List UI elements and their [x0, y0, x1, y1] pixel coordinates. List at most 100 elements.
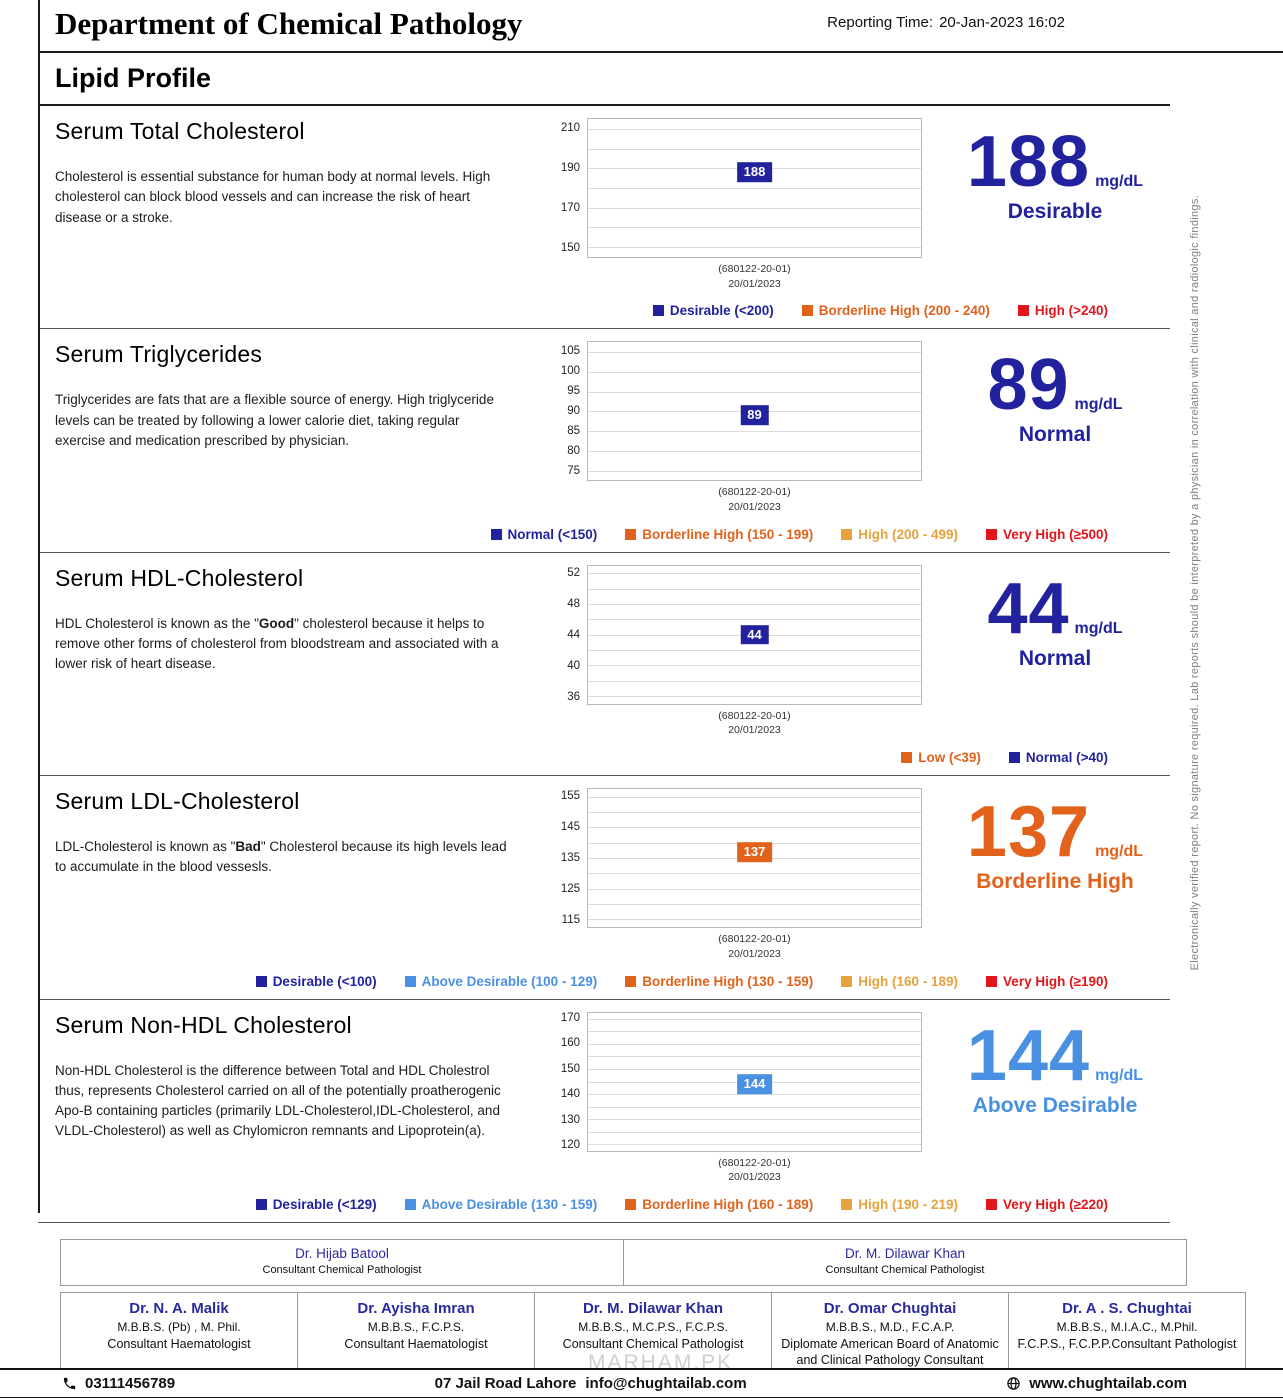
x-axis-label: (680122-20-01) 20/01/2023	[587, 1156, 922, 1185]
test-section: Serum HDL-Cholesterol HDL Cholesterol is…	[38, 553, 1170, 777]
legend: Normal (<150) Borderline High (150 - 199)…	[55, 527, 1170, 542]
sample-id: (680122-20-01)	[718, 486, 791, 499]
sample-date: 20/01/2023	[728, 501, 781, 514]
test-info: Serum HDL-Cholesterol HDL Cholesterol is…	[55, 565, 545, 738]
test-section: Serum Non-HDL Cholesterol Non-HDL Choles…	[38, 1000, 1170, 1223]
chart-plot: 137	[587, 788, 922, 929]
signatory-title: Consultant Chemical Pathologist	[562, 1336, 744, 1351]
gridline	[588, 1144, 921, 1146]
reporting-time-value: 20-Jan-2023 16:02	[939, 14, 1065, 31]
y-axis-tick-label: 120	[560, 1139, 580, 1152]
signatory-title: F.C.P.S., F.C.P.P.Consultant Pathologist	[1017, 1336, 1237, 1351]
test-info: Serum Non-HDL Cholesterol Non-HDL Choles…	[55, 1012, 545, 1185]
chart-plot: 188	[587, 118, 922, 258]
legend-swatch	[1008, 752, 1020, 764]
gridline	[588, 1094, 921, 1096]
test-description: LDL-Cholesterol is known as "Bad" Choles…	[55, 839, 507, 875]
signatory-name: Dr. A . S. Chughtai	[1062, 1299, 1192, 1317]
legend-label: Borderline High (200 - 240)	[818, 303, 990, 319]
y-axis-tick-label: 145	[560, 821, 580, 833]
legend-item: Normal (>40)	[1008, 750, 1108, 765]
legend-item: Very High (≥220)	[986, 1197, 1108, 1212]
legend-label: High (200 - 499)	[858, 526, 959, 542]
legend-swatch	[1017, 305, 1029, 317]
signatory: Dr. M. Dilawar Khan Consultant Chemical P…	[623, 1239, 1186, 1285]
test-result: 44 mg/dL Normal	[940, 565, 1170, 738]
legend-item: Desirable (<100)	[255, 974, 377, 989]
sample-id: (680122-20-01)	[718, 263, 791, 275]
legend-swatch	[255, 975, 267, 987]
chart-value-marker: 144	[736, 1074, 773, 1094]
gridline	[588, 696, 921, 698]
legend-label: Very High (≥220)	[1003, 1196, 1108, 1212]
gridline	[588, 470, 921, 472]
gridline	[588, 604, 921, 606]
result-value: 188	[966, 122, 1091, 202]
gridline	[588, 665, 921, 667]
gridline	[588, 1031, 921, 1033]
signatory-name: Dr. Omar Chughtai	[823, 1299, 957, 1317]
signatory: Dr. N. A. Malik M.B.B.S. (Pb) , M. Phil. C…	[61, 1293, 297, 1394]
y-axis-tick-label: 125	[560, 883, 580, 896]
gridline	[588, 919, 921, 921]
gridline	[588, 247, 921, 249]
reporting-time: Reporting Time: 20-Jan-2023 16:02	[821, 14, 1065, 31]
y-axis-tick-label: 170	[560, 202, 580, 214]
legend-item: Very High (≥190)	[986, 974, 1108, 989]
chart-value-marker: 44	[740, 624, 769, 645]
sample-date: 20/01/2023	[728, 1171, 781, 1184]
test-name: Serum HDL-Cholesterol	[55, 564, 304, 591]
signatory: Dr. M. Dilawar Khan M.B.B.S., M.C.P.S., F…	[534, 1292, 771, 1394]
y-axis-ticks: 52 48 44 40 36	[545, 565, 587, 705]
y-axis-tick-label: 100	[560, 365, 580, 378]
gridline	[588, 904, 921, 906]
legend-swatch	[801, 305, 813, 317]
trend-chart: 52 48 44 40 36 44 (680122-20-01) 20/01/2023	[545, 564, 940, 738]
chart-plot: 44	[587, 564, 922, 705]
legend-label: High (160 - 189)	[858, 973, 959, 989]
legend-label: Desirable (<200)	[669, 303, 774, 319]
tests-container: Serum Total Cholesterol Cholesterol is e…	[38, 106, 1283, 1223]
gridline	[588, 1043, 921, 1045]
gridline	[588, 371, 921, 373]
signatory: Dr. A . S. Chughtai M.B.B.S., M.I.A.C., M…	[1008, 1292, 1245, 1394]
sample-date: 20/01/2023	[728, 724, 781, 737]
x-axis-label: (680122-20-01) 20/01/2023	[587, 709, 922, 738]
legend-label: Borderline High (150 - 199)	[642, 526, 814, 542]
test-result: 89 mg/dL Normal	[940, 341, 1170, 514]
legend-item: Very High (≥500)	[986, 527, 1108, 542]
legend-swatch	[625, 1198, 637, 1210]
gridline	[588, 812, 921, 814]
legend: Desirable (<200) Borderline High (200 - 2…	[55, 303, 1170, 318]
legend-label: Low (<39)	[918, 750, 981, 766]
gridline	[588, 391, 921, 393]
legend-label: Desirable (<129)	[272, 1196, 377, 1212]
legend: Low (<39) Normal (>40)	[55, 750, 1170, 765]
y-axis-tick-label: 160	[560, 1037, 580, 1050]
test-result: 144 mg/dL Above Desirable	[940, 1012, 1170, 1185]
website-contact: www.chughtailab.com	[1006, 1375, 1187, 1392]
report-title: Lipid Profile	[55, 63, 212, 93]
y-axis-tick-label: 130	[560, 1113, 580, 1126]
result-unit: mg/dL	[1095, 173, 1144, 190]
gridline	[588, 431, 921, 433]
trend-chart: 155 145 135 125 115 137 (680122-20-01) 20/01…	[545, 788, 940, 961]
report-title-block: Lipid Profile	[38, 53, 1170, 106]
test-section: Serum Triglycerides Triglycerides are fa…	[38, 329, 1170, 553]
y-axis-tick-label: 190	[560, 162, 580, 174]
x-axis-label: (680122-20-01) 20/01/2023	[587, 262, 922, 291]
gridline	[588, 1056, 921, 1058]
legend-swatch	[625, 975, 637, 987]
legend-swatch	[404, 1198, 416, 1210]
legend-label: High (>240)	[1034, 303, 1108, 319]
gridline	[588, 1119, 921, 1121]
result-status: Normal	[1018, 423, 1092, 447]
y-axis-tick-label: 135	[560, 852, 580, 865]
signatory-credentials: M.B.B.S., M.D., F.C.A.P.	[825, 1319, 955, 1334]
gridline	[588, 873, 921, 875]
result-unit: mg/dL	[1095, 843, 1144, 861]
legend-item: Borderline High (160 - 189)	[625, 1197, 813, 1212]
legend-item: Desirable (<200)	[652, 303, 774, 319]
result-unit: mg/dL	[1074, 396, 1123, 414]
test-name: Serum LDL-Cholesterol	[55, 788, 300, 815]
